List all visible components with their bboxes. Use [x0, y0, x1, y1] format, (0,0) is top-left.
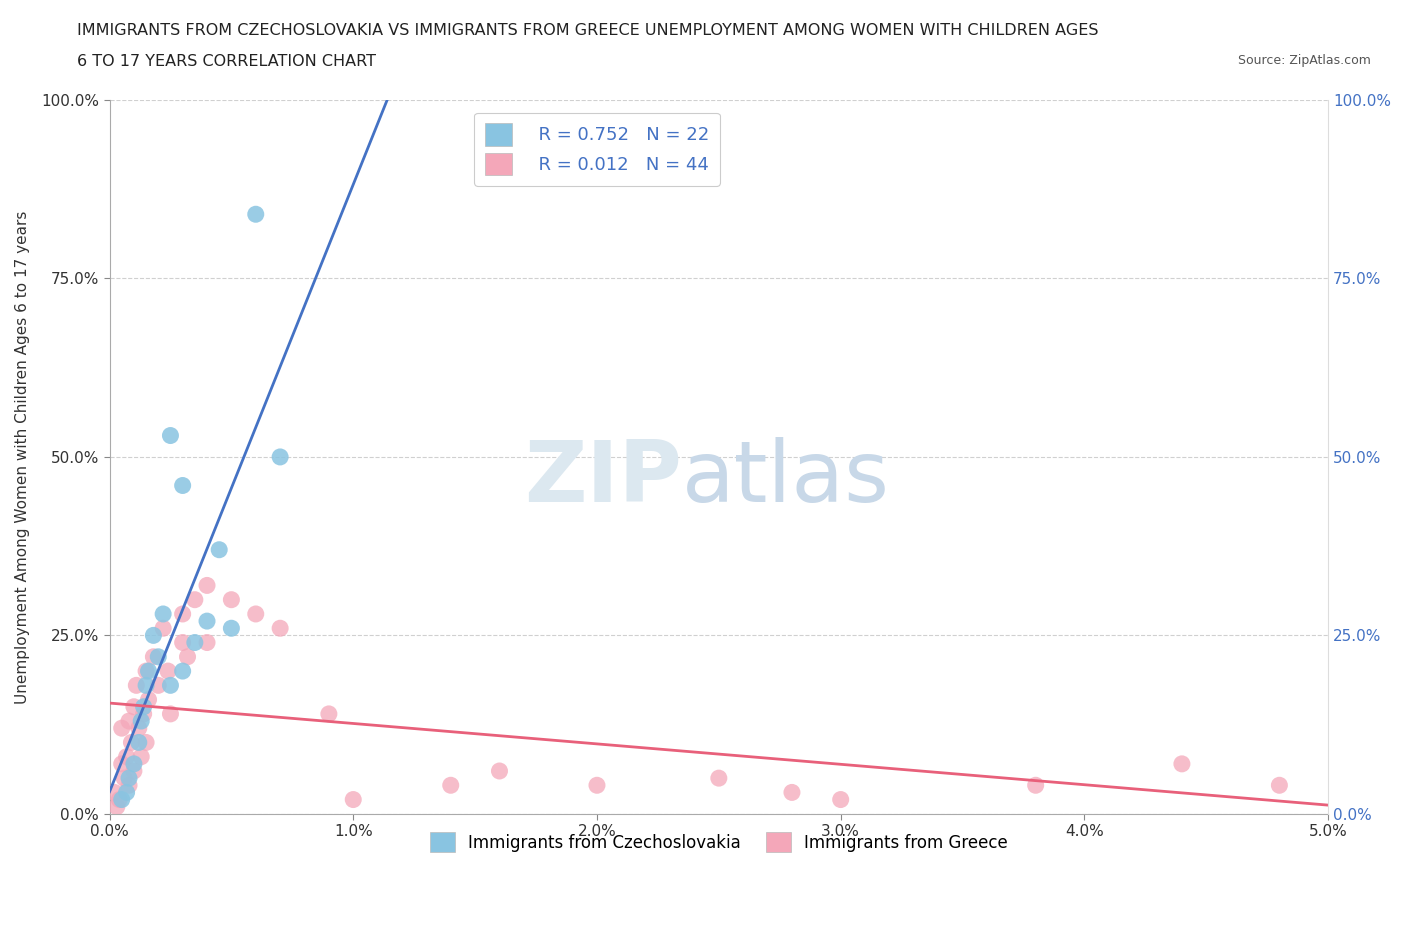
Point [105, 799, 128, 814]
Point [152, 606, 174, 621]
Point [269, 621, 291, 636]
Point [159, 428, 181, 443]
Point [488, 764, 510, 778]
Point [128, 721, 150, 736]
Point [148, 649, 170, 664]
Point [135, 678, 157, 693]
Point [135, 735, 157, 750]
Point [586, 777, 609, 792]
Point [172, 664, 194, 679]
Point [1025, 777, 1047, 792]
Point [172, 635, 194, 650]
Point [132, 699, 155, 714]
Point [830, 792, 852, 807]
Point [138, 692, 160, 707]
Point [245, 606, 267, 621]
Point [318, 707, 340, 722]
Point [159, 678, 181, 693]
Point [112, 771, 135, 786]
Point [115, 785, 138, 800]
Point [221, 592, 243, 607]
Point [159, 707, 181, 722]
Point [132, 707, 155, 722]
Point [108, 792, 131, 807]
Text: IMMIGRANTS FROM CZECHOSLOVAKIA VS IMMIGRANTS FROM GREECE UNEMPLOYMENT AMONG WOME: IMMIGRANTS FROM CZECHOSLOVAKIA VS IMMIGR… [77, 23, 1099, 38]
Point [195, 635, 218, 650]
Text: Source: ZipAtlas.com: Source: ZipAtlas.com [1237, 54, 1371, 67]
Point [142, 628, 165, 643]
Point [129, 750, 152, 764]
Point [780, 785, 803, 800]
Point [1268, 777, 1291, 792]
Text: ZIP: ZIP [524, 437, 682, 520]
Point [1171, 756, 1194, 771]
Point [111, 721, 134, 736]
Point [122, 699, 145, 714]
Point [208, 542, 231, 557]
Point [128, 735, 150, 750]
Point [221, 621, 243, 636]
Point [115, 750, 138, 764]
Point [152, 621, 174, 636]
Point [148, 678, 170, 693]
Point [176, 649, 198, 664]
Point [195, 614, 218, 629]
Point [122, 756, 145, 771]
Point [121, 735, 143, 750]
Point [111, 792, 134, 807]
Point [157, 664, 180, 679]
Point [172, 606, 194, 621]
Point [142, 649, 165, 664]
Point [172, 478, 194, 493]
Point [118, 713, 141, 728]
Point [440, 777, 463, 792]
Point [111, 756, 134, 771]
Point [342, 792, 364, 807]
Point [118, 771, 141, 786]
Y-axis label: Unemployment Among Women with Children Ages 6 to 17 years: Unemployment Among Women with Children A… [15, 210, 30, 704]
Point [103, 785, 125, 800]
Point [195, 578, 218, 592]
Point [135, 664, 157, 679]
Point [122, 764, 145, 778]
Point [245, 206, 267, 221]
Point [138, 664, 160, 679]
Point [129, 713, 152, 728]
Text: atlas: atlas [682, 437, 890, 520]
Point [269, 449, 291, 464]
Text: 6 TO 17 YEARS CORRELATION CHART: 6 TO 17 YEARS CORRELATION CHART [77, 54, 377, 69]
Point [125, 678, 148, 693]
Legend: Immigrants from Czechoslovakia, Immigrants from Greece: Immigrants from Czechoslovakia, Immigran… [423, 825, 1015, 859]
Point [184, 635, 207, 650]
Point [707, 771, 730, 786]
Point [118, 777, 141, 792]
Point [184, 592, 207, 607]
